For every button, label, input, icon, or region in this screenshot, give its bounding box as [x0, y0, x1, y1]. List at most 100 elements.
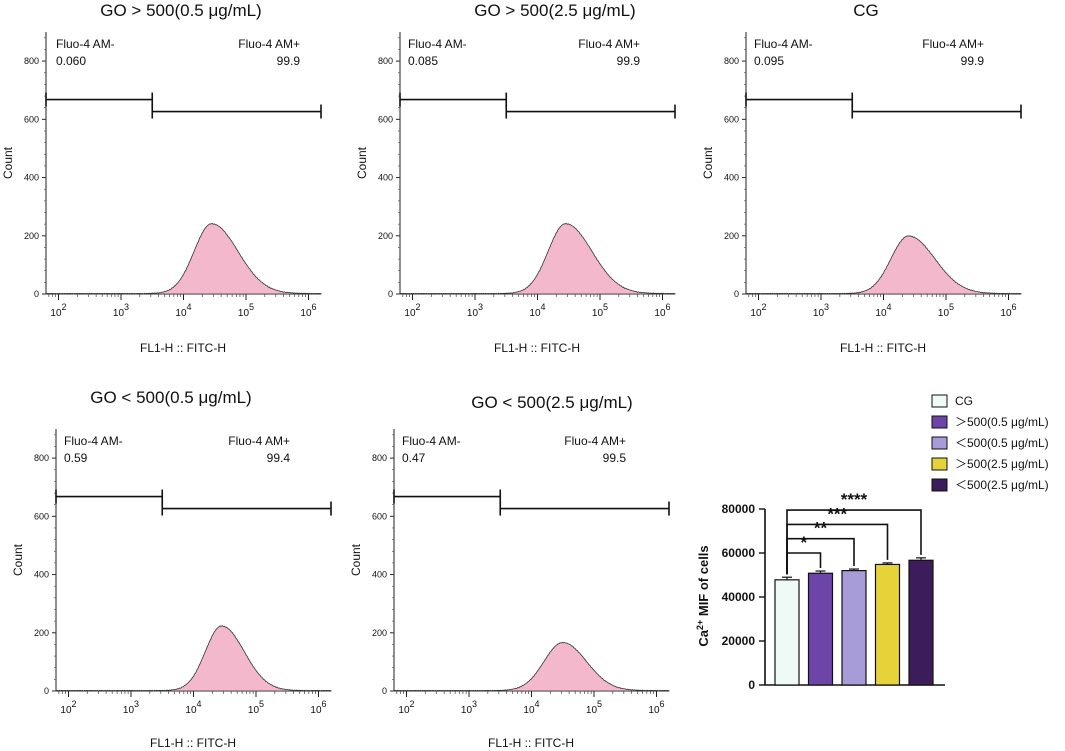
x-axis-label: FL1-H :: FITC-H — [488, 736, 574, 750]
bar — [841, 569, 867, 686]
y-tick-label: 0 — [34, 289, 39, 299]
y-axis-label: Count — [11, 543, 25, 576]
gate-neg-value: 0.085 — [408, 54, 438, 68]
significance-label: **** — [841, 490, 868, 509]
gate-pos-label: Fluo-4 AM+ — [228, 434, 290, 448]
y-tick-label: 400 — [372, 570, 387, 580]
legend-label: ＜500(0.5 μg/mL) — [955, 436, 1049, 450]
y-tick-label: 600 — [34, 511, 49, 521]
bar-y-axis-label: Ca2+ MIF of cells — [695, 545, 711, 646]
x-tick-label: 103 — [813, 302, 829, 319]
y-tick-label: 800 — [372, 453, 387, 463]
gate-neg-value: 0.47 — [402, 451, 426, 465]
y-tick-label: 200 — [34, 628, 49, 638]
y-tick-label: 200 — [724, 231, 739, 241]
y-axis-label: Count — [1, 146, 15, 179]
bar-y-tick-label: 0 — [748, 678, 755, 692]
y-tick-label: 200 — [24, 231, 39, 241]
y-tick-label: 600 — [378, 114, 393, 124]
panel-title: GO < 500(2.5 μg/mL) — [471, 393, 632, 412]
bar-chart-panel: Ca2+ MIF of cells 020000400006000080000 … — [695, 394, 1049, 692]
gate-neg-label: Fluo-4 AM- — [754, 37, 813, 51]
legend-label: ＞500(0.5 μg/mL) — [955, 415, 1049, 429]
panel-title: GO < 500(0.5 μg/mL) — [90, 388, 251, 407]
x-tick-label: 106 — [654, 302, 670, 319]
x-tick-label: 104 — [875, 302, 891, 319]
y-tick-label: 600 — [724, 114, 739, 124]
bar-y-tick-label: 20000 — [722, 634, 756, 648]
x-tick-label: 102 — [60, 699, 76, 716]
y-axis-label: Count — [701, 146, 715, 179]
legend-label: ＞500(2.5 μg/mL) — [955, 457, 1049, 471]
y-axis-label: Count — [355, 146, 369, 179]
histogram-panel: GO < 500(0.5 μg/mL) Count FL1-H :: FITC-… — [11, 388, 332, 750]
y-tick-label: 600 — [372, 511, 387, 521]
y-tick-label: 0 — [734, 289, 739, 299]
x-tick-label: 103 — [461, 699, 477, 716]
significance-label: * — [800, 533, 807, 552]
y-tick-label: 400 — [34, 570, 49, 580]
x-tick-label: 103 — [467, 302, 483, 319]
gate-pos-value: 99.5 — [603, 451, 627, 465]
legend-label: CG — [955, 394, 973, 408]
x-tick-label: 106 — [1000, 302, 1016, 319]
y-tick-label: 600 — [24, 114, 39, 124]
bar-y-tick-label: 80000 — [722, 502, 756, 516]
x-tick-label: 102 — [404, 302, 420, 319]
x-tick-label: 104 — [185, 699, 201, 716]
gate-pos-value: 99.9 — [277, 54, 301, 68]
panel-title: CG — [853, 1, 879, 20]
legend-swatch — [931, 478, 948, 492]
x-axis-label: FL1-H :: FITC-H — [840, 341, 926, 355]
bar — [774, 579, 800, 686]
y-tick-label: 800 — [34, 453, 49, 463]
bar — [908, 559, 934, 686]
y-tick-label: 400 — [378, 173, 393, 183]
x-axis-label: FL1-H :: FITC-H — [140, 341, 226, 355]
gate-pos-value: 99.9 — [617, 54, 641, 68]
gate-neg-label: Fluo-4 AM- — [408, 37, 467, 51]
histogram-area — [744, 235, 1022, 295]
x-tick-label: 102 — [398, 699, 414, 716]
y-tick-label: 200 — [378, 231, 393, 241]
y-tick-label: 800 — [724, 56, 739, 66]
bar — [874, 563, 901, 686]
gate-pos-value: 99.9 — [961, 54, 985, 68]
histogram-panel: CG Count FL1-H :: FITC-H Fluo-4 AM- 0.09… — [701, 1, 1022, 355]
x-tick-label: 106 — [300, 302, 316, 319]
bar-y-tick-label: 60000 — [722, 546, 756, 560]
significance-bracket — [786, 509, 922, 575]
histogram-panel: GO < 500(2.5 μg/mL) Count FL1-H :: FITC-… — [349, 393, 670, 750]
legend-label: ＜500(2.5 μg/mL) — [955, 478, 1049, 492]
x-tick-label: 102 — [50, 302, 66, 319]
histogram-area — [392, 641, 670, 692]
x-tick-label: 106 — [648, 699, 664, 716]
significance-label: ** — [814, 519, 828, 538]
x-tick-label: 104 — [523, 699, 539, 716]
x-tick-label: 105 — [238, 302, 254, 319]
gate-pos-label: Fluo-4 AM+ — [238, 37, 300, 51]
gate-pos-label: Fluo-4 AM+ — [564, 434, 626, 448]
x-tick-label: 104 — [175, 302, 191, 319]
x-axis-label: FL1-H :: FITC-H — [494, 341, 580, 355]
bar — [807, 572, 834, 686]
gate-neg-value: 0.060 — [56, 54, 86, 68]
y-tick-label: 0 — [44, 686, 49, 696]
x-tick-label: 103 — [113, 302, 129, 319]
x-axis-label: FL1-H :: FITC-H — [150, 736, 236, 750]
legend-swatch — [931, 457, 948, 471]
y-tick-label: 800 — [378, 56, 393, 66]
x-tick-label: 105 — [586, 699, 602, 716]
x-tick-label: 103 — [123, 699, 139, 716]
x-tick-label: 105 — [248, 699, 264, 716]
y-tick-label: 400 — [724, 173, 739, 183]
histogram-panel: GO > 500(2.5 μg/mL) Count FL1-H :: FITC-… — [355, 1, 676, 355]
y-tick-label: 0 — [382, 686, 387, 696]
gate-neg-label: Fluo-4 AM- — [402, 434, 461, 448]
gate-pos-label: Fluo-4 AM+ — [578, 37, 640, 51]
x-tick-label: 102 — [750, 302, 766, 319]
x-tick-label: 105 — [938, 302, 954, 319]
histogram-area — [54, 625, 332, 692]
legend-swatch — [931, 415, 948, 429]
